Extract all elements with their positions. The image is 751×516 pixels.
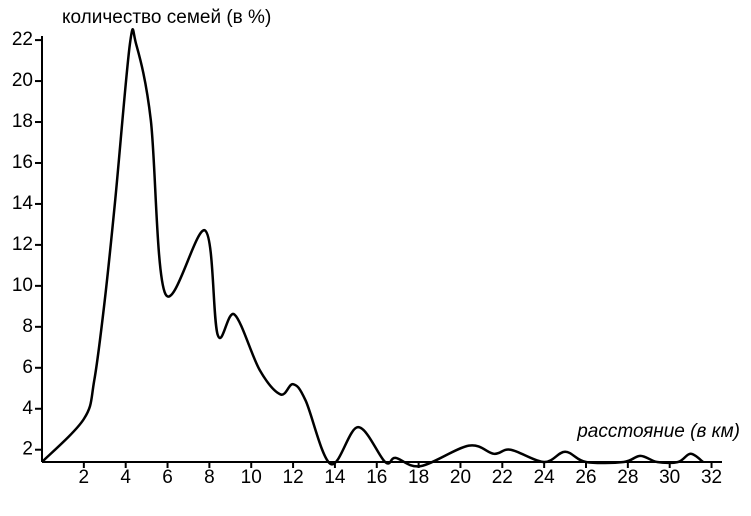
y-tick-label: 8 [22, 316, 33, 337]
x-tick-label: 8 [204, 467, 215, 488]
x-tick-label: 6 [162, 467, 173, 488]
x-tick-label: 22 [492, 467, 513, 488]
x-tick-label: 30 [659, 467, 680, 488]
x-tick-label: 4 [120, 467, 131, 488]
x-tick-label: 28 [617, 467, 638, 488]
x-tick-label: 32 [701, 467, 722, 488]
y-tick-label: 14 [12, 193, 34, 214]
x-tick-label: 2 [79, 467, 90, 488]
x-axis-label: расстояние (в км) [576, 421, 740, 442]
y-tick-label: 12 [12, 234, 33, 255]
y-axis-label: количество семей (в %) [62, 7, 271, 28]
y-tick-label: 18 [12, 111, 33, 132]
x-tick-label: 26 [575, 467, 596, 488]
x-tick-label: 16 [366, 467, 387, 488]
y-tick-label: 20 [12, 70, 33, 91]
data-line [41, 28, 704, 468]
y-tick-label: 4 [22, 398, 33, 419]
y-tick-label: 2 [22, 439, 33, 460]
x-tick-label: 24 [534, 467, 556, 488]
y-tick-label: 16 [12, 152, 33, 173]
y-tick-label: 22 [12, 29, 33, 50]
x-tick-label: 10 [241, 467, 262, 488]
x-tick-label: 18 [408, 467, 429, 488]
x-tick-label: 14 [324, 467, 346, 488]
x-tick-label: 12 [283, 467, 304, 488]
x-tick-label: 20 [450, 467, 471, 488]
y-tick-label: 10 [12, 275, 33, 296]
y-tick-label: 6 [22, 357, 33, 378]
